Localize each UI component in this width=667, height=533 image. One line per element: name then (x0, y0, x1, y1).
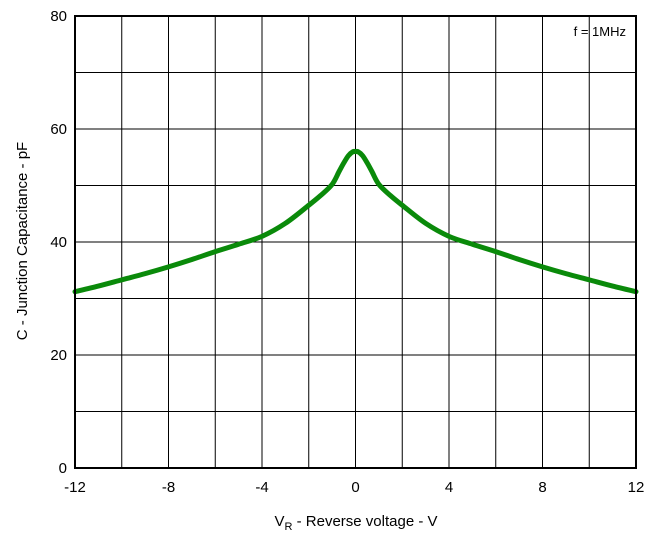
frequency-annotation: f = 1MHz (574, 24, 626, 39)
series-layer (72, 148, 639, 295)
x-axis-title-sub: R (285, 521, 293, 533)
x-tick-label: -4 (255, 479, 268, 496)
x-tick-labels: -12 -8 -4 0 4 8 12 (64, 479, 644, 496)
capacitance-series-line (72, 148, 639, 295)
y-axis-title: C - Junction Capacitance - pF (14, 142, 31, 340)
y-tick-labels: 0 20 40 60 80 (50, 8, 67, 477)
x-tick-label: 0 (351, 479, 359, 496)
y-tick-label: 20 (50, 347, 67, 364)
grid (75, 16, 636, 468)
x-tick-label: 8 (538, 479, 546, 496)
y-tick-label: 60 (50, 121, 67, 138)
y-tick-label: 40 (50, 234, 67, 251)
x-axis-title: VR - Reverse voltage - V (274, 513, 437, 533)
y-tick-label: 0 (59, 460, 67, 477)
x-tick-label: -8 (162, 479, 175, 496)
x-tick-label: -12 (64, 479, 86, 496)
x-tick-label: 12 (628, 479, 645, 496)
x-axis-title-main: V (274, 513, 284, 530)
plot-frame (74, 15, 637, 469)
x-tick-label: 4 (445, 479, 453, 496)
y-tick-label: 80 (50, 8, 67, 25)
x-axis-title-rest: - Reverse voltage - V (292, 513, 437, 530)
